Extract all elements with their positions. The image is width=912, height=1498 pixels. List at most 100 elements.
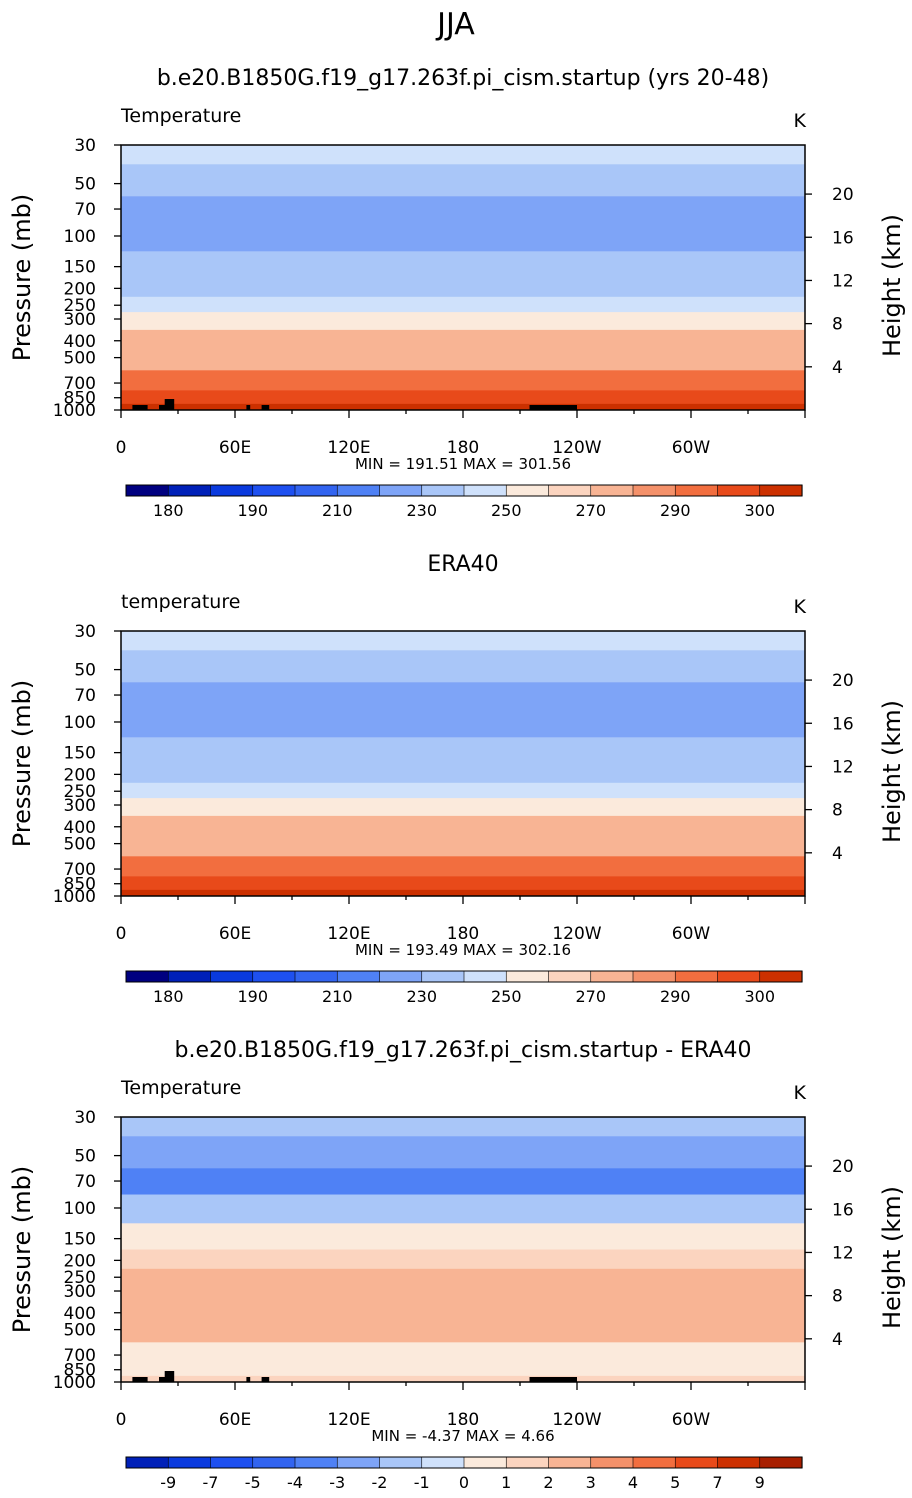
- colorbar-label: 230: [406, 987, 437, 1006]
- band-70mb: [121, 1168, 805, 1196]
- colorbar-label: 250: [491, 987, 522, 1006]
- panel-title: ERA40: [427, 552, 498, 577]
- band-250mb: [121, 296, 805, 313]
- colorbar-frame: [125, 484, 803, 497]
- band-700mb: [121, 856, 805, 877]
- colorbar-box: [632, 484, 676, 497]
- band-700mb: [121, 1342, 805, 1363]
- colorbar-label: 7: [712, 1473, 722, 1492]
- topography-block: [132, 1377, 148, 1382]
- band-850mb: [121, 1362, 805, 1377]
- y-tick-label: 50: [74, 1147, 96, 1167]
- colorbar-box: [125, 1456, 169, 1469]
- band-500mb: [121, 1321, 805, 1343]
- x-tick-label: 60E: [219, 924, 251, 944]
- colorbar-box: [505, 1456, 550, 1469]
- colorbar-box: [421, 1456, 465, 1469]
- height-tick-label: 8: [832, 801, 843, 821]
- band-100mb: [121, 222, 805, 252]
- band-250mb: [121, 782, 805, 799]
- y-tick-label: 500: [64, 835, 96, 855]
- colorbar-box: [252, 970, 296, 983]
- y-tick-label: 700: [64, 374, 96, 394]
- band-100mb: [121, 708, 805, 738]
- y-tick-label: 50: [74, 175, 96, 195]
- colorbar-label: 180: [153, 987, 184, 1006]
- y-tick-label: 150: [64, 1230, 96, 1250]
- band-100mb: [121, 1194, 805, 1224]
- band-30mb: [121, 1117, 805, 1137]
- colorbar-box: [674, 1456, 719, 1469]
- y-tick-label: 300: [64, 1282, 96, 1302]
- colorbar-label: 0: [459, 1473, 469, 1492]
- band-400mb: [121, 1301, 805, 1322]
- right-axis-title: Height (km): [878, 700, 906, 843]
- y-tick-label: 700: [64, 1346, 96, 1366]
- colorbar-label: 2: [543, 1473, 553, 1492]
- band-1000mb: [121, 889, 805, 897]
- colorbar-label: 210: [322, 501, 353, 520]
- right-axis-title: Height (km): [878, 214, 906, 357]
- colorbar-box: [717, 970, 761, 983]
- band-50mb: [121, 164, 805, 197]
- height-tick-label: 16: [832, 714, 854, 734]
- y-tick-label: 1000: [53, 401, 96, 421]
- height-tick-label: 12: [832, 1243, 854, 1263]
- x-tick-label: 0: [116, 1410, 127, 1430]
- colorbar-box: [336, 970, 381, 983]
- y-tick-label: 250: [64, 782, 96, 802]
- topography-block: [164, 405, 175, 410]
- topography-block: [261, 405, 270, 410]
- units-label: K: [794, 1082, 807, 1104]
- colorbar-label: 190: [237, 501, 268, 520]
- colorbar-box: [294, 484, 338, 497]
- colorbar-box: [590, 1456, 634, 1469]
- band-300mb: [121, 1284, 805, 1303]
- y-tick-label: 70: [74, 200, 96, 220]
- x-tick-label: 180: [447, 438, 479, 458]
- colorbar-box: [759, 1456, 803, 1469]
- band-400mb: [121, 815, 805, 836]
- topography-block: [132, 405, 148, 410]
- colorbar-box: [717, 484, 761, 497]
- min-max-label: MIN = 193.49 MAX = 302.16: [355, 941, 571, 959]
- colorbar-label: -5: [245, 1473, 261, 1492]
- x-tick-label: 0: [116, 438, 127, 458]
- band-700mb: [121, 370, 805, 391]
- colorbar-box: [590, 970, 634, 983]
- y-tick-label: 250: [64, 296, 96, 316]
- colorbar-box: [421, 970, 465, 983]
- colorbar-box: [379, 1456, 423, 1469]
- y-tick-label: 850: [64, 389, 96, 409]
- y-tick-label: 500: [64, 349, 96, 369]
- x-tick-label: 180: [447, 1410, 479, 1430]
- band-70mb: [121, 196, 805, 224]
- colorbar-label: 270: [575, 501, 606, 520]
- y-tick-label: 850: [64, 875, 96, 895]
- x-tick-label: 120E: [327, 438, 370, 458]
- height-tick-label: 4: [832, 844, 843, 864]
- colorbar-box: [505, 484, 550, 497]
- topography-block: [529, 405, 577, 410]
- band-850mb: [121, 390, 805, 405]
- band-500mb: [121, 349, 805, 371]
- colorbar-box: [125, 484, 169, 497]
- y-tick-label: 70: [74, 686, 96, 706]
- y-tick-label: 300: [64, 310, 96, 330]
- band-1000mb: [121, 403, 805, 411]
- colorbar-label: 290: [660, 987, 691, 1006]
- band-30mb: [121, 631, 805, 651]
- height-tick-label: 16: [832, 228, 854, 248]
- band-200mb: [121, 1249, 805, 1270]
- height-tick-label: 8: [832, 315, 843, 335]
- colorbar-box: [125, 970, 169, 983]
- colorbar-label: 210: [322, 987, 353, 1006]
- topography-block: [164, 1377, 175, 1382]
- min-max-label: MIN = 191.51 MAX = 301.56: [355, 455, 571, 473]
- colorbar-label: -1: [414, 1473, 430, 1492]
- band-150mb: [121, 737, 805, 764]
- y-tick-label: 70: [74, 1172, 96, 1192]
- height-tick-label: 12: [832, 271, 854, 291]
- variable-label: Temperature: [120, 105, 241, 127]
